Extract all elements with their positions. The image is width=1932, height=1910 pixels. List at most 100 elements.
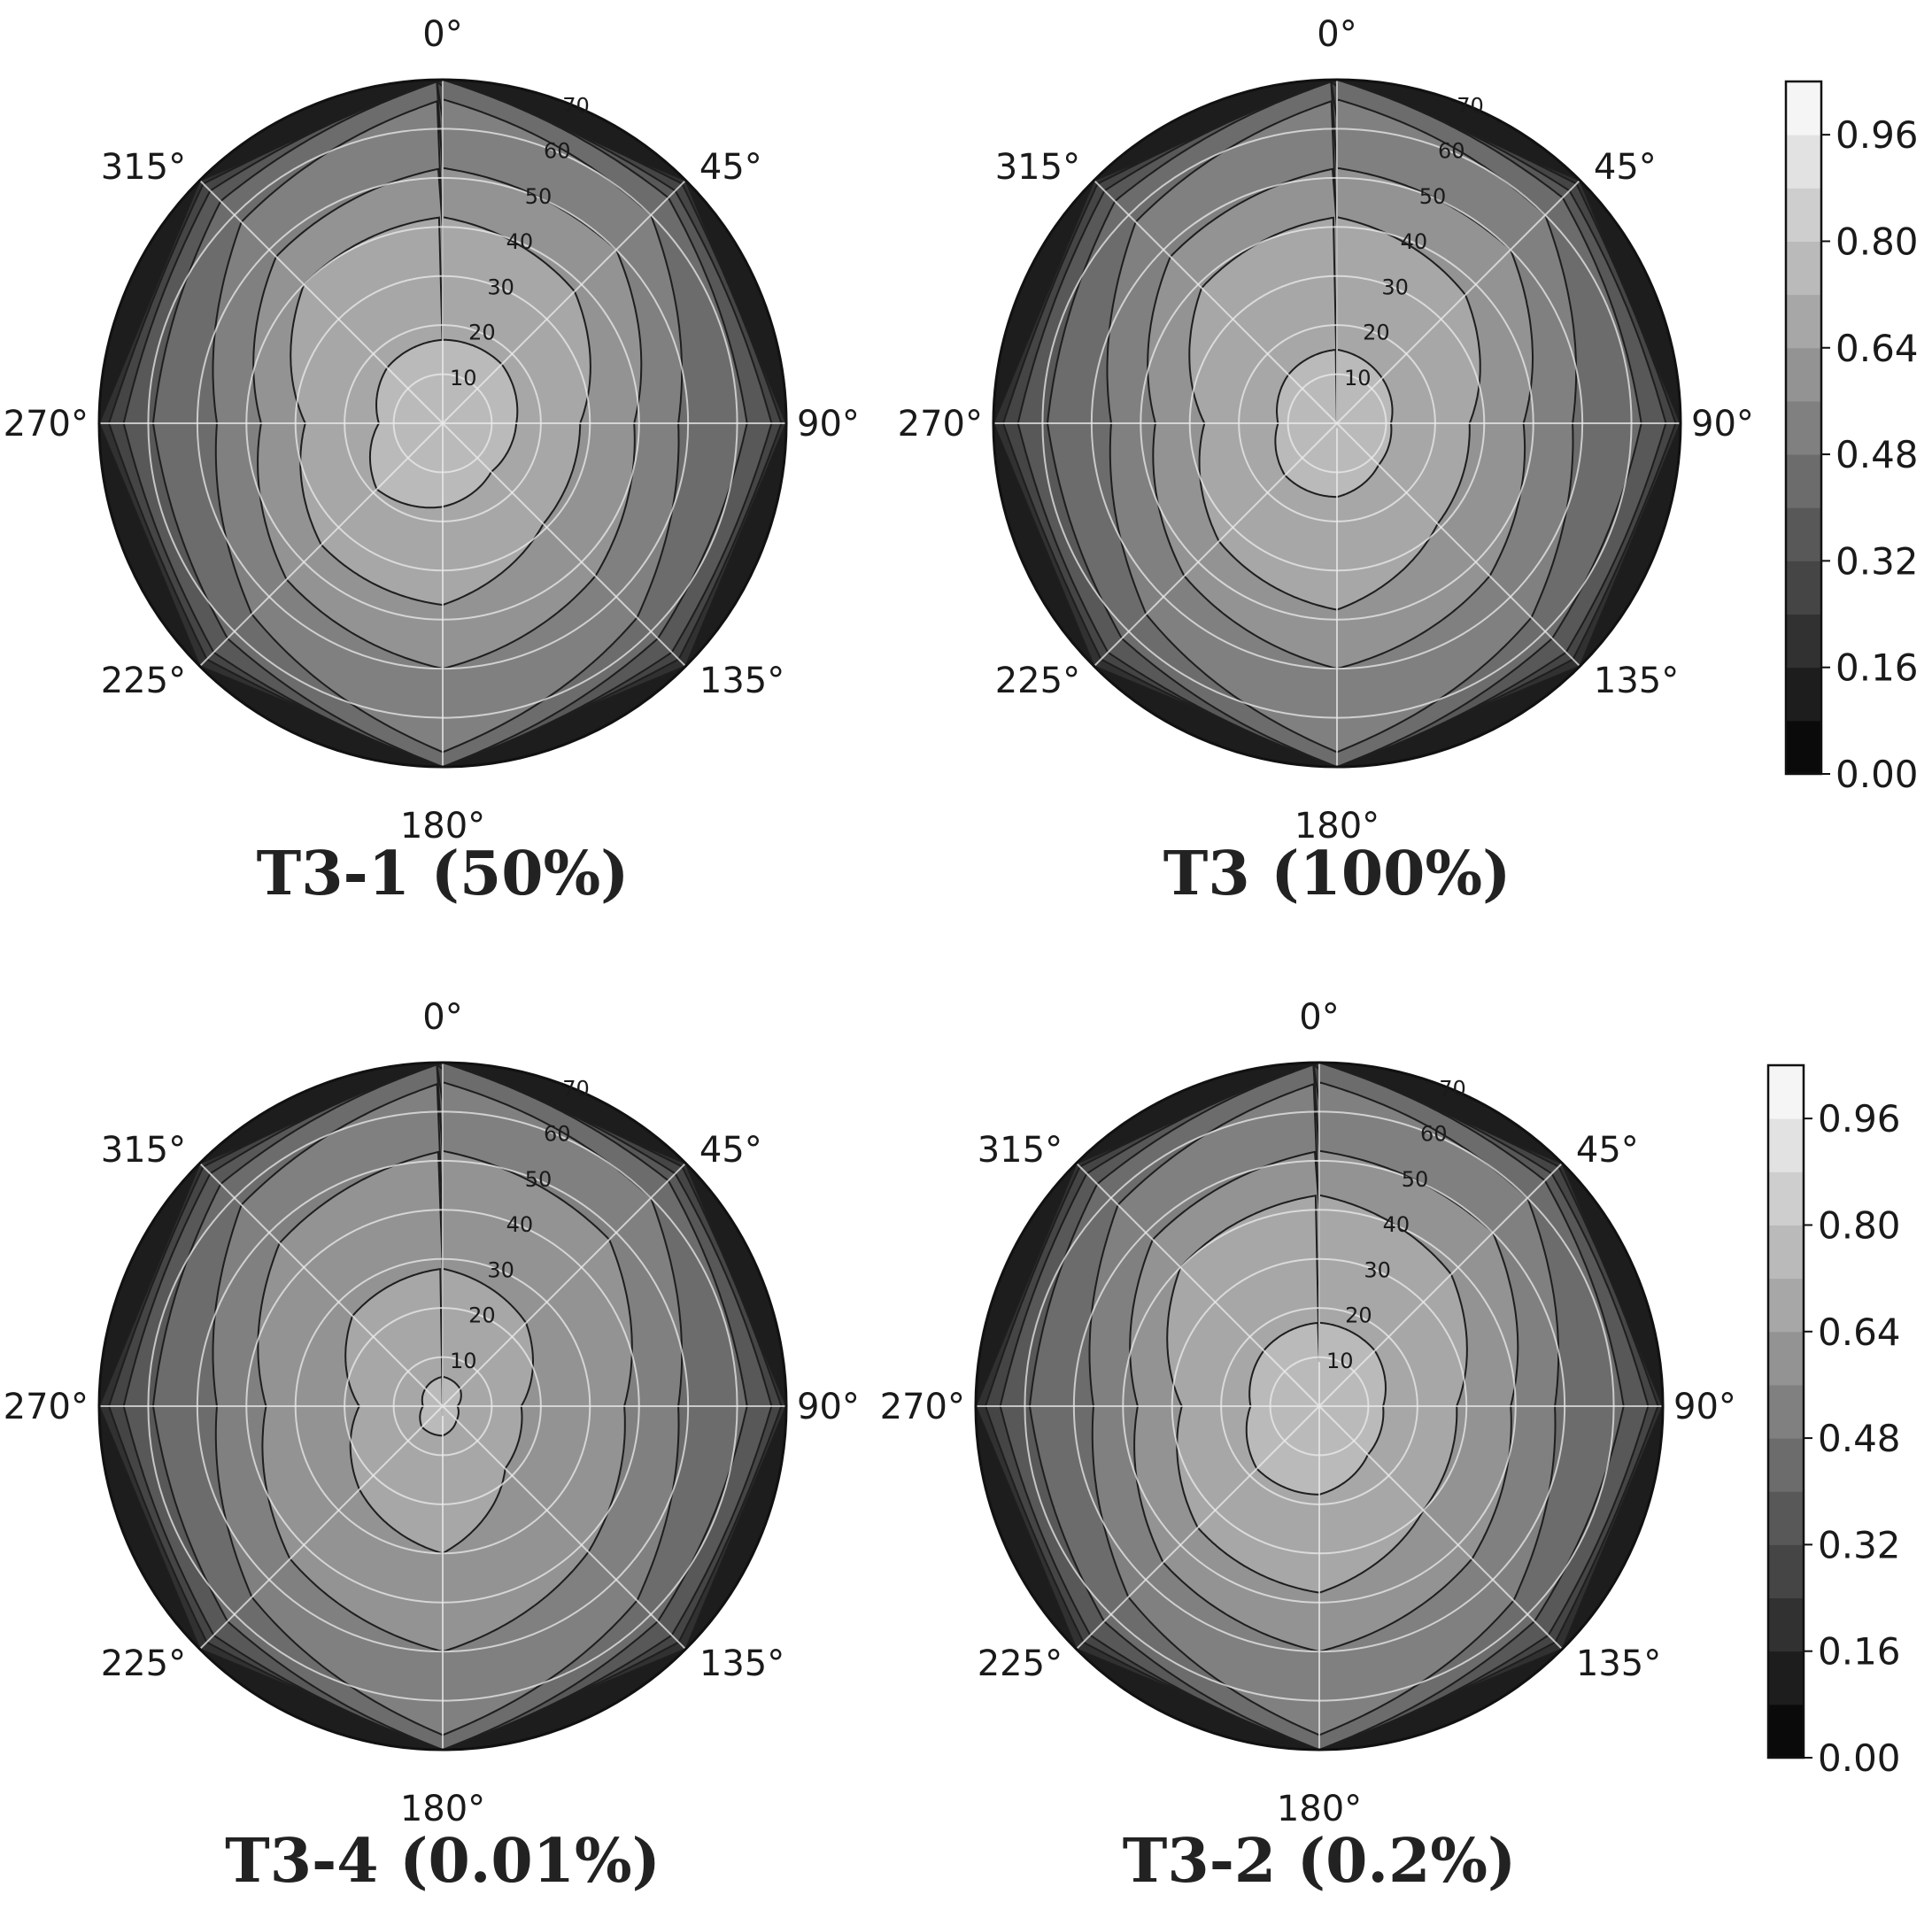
polar-grid: [976, 1063, 1663, 1750]
polar-panel: 10 20 30 40 50 60 70 0° 45° 90° 135° 180° 225° 270° 31…: [4, 997, 860, 1897]
radial-tick-label: 20: [1363, 321, 1390, 345]
colorbar-band: [1768, 1331, 1804, 1386]
angular-grid-line: [1336, 422, 1581, 668]
angle-label: 180°: [400, 1789, 485, 1829]
angle-label: 45°: [699, 1130, 762, 1171]
colorbar-band: [1786, 614, 1821, 669]
colorbar-tick-label: 0.32: [1835, 539, 1919, 583]
angle-label: 0°: [422, 14, 462, 55]
colorbar-tick-label: 0.64: [1818, 1311, 1901, 1354]
colorbar-tick-label: 0.96: [1835, 113, 1919, 157]
radial-tick-label: 10: [450, 1349, 477, 1373]
radial-tick-label: 60: [1420, 1122, 1448, 1147]
angle-label: 135°: [1594, 661, 1679, 701]
angular-grid-line: [1075, 1162, 1320, 1407]
colorbar-band: [1768, 1065, 1804, 1119]
colorbar-band: [1786, 241, 1821, 296]
colorbar-tick-label: 0.00: [1835, 753, 1919, 796]
colorbar-frame: [1784, 80, 1823, 776]
colorbar-band: [1768, 1651, 1804, 1705]
angle-label: 315°: [978, 1130, 1063, 1171]
angular-grid-line: [442, 1162, 687, 1407]
colorbar-tick-label: 0.00: [1818, 1736, 1901, 1780]
angle-label: 225°: [978, 1643, 1063, 1684]
angle-label: 180°: [1294, 806, 1379, 847]
panel-title: T3 (100%): [1163, 839, 1511, 909]
radial-tick-label: 70: [562, 1077, 590, 1102]
radial-tick-label: 40: [1383, 1212, 1410, 1237]
radial-tick-label: 30: [487, 275, 514, 299]
colorbar-band: [1786, 135, 1821, 189]
polar-grid: [993, 80, 1681, 767]
colorbar-tick-label: 0.80: [1818, 1203, 1901, 1247]
radial-tick-label: 60: [544, 139, 571, 164]
colorbar-tick-label: 0.48: [1818, 1417, 1901, 1460]
radial-tick-label: 70: [562, 94, 590, 119]
colorbar-band: [1786, 561, 1821, 615]
angle-label: 0°: [422, 997, 462, 1038]
angle-label: 270°: [4, 404, 89, 445]
radial-tick-label: 50: [1402, 1167, 1429, 1192]
polar-panel: 10 20 30 40 50 60 70 0° 45° 90° 135° 180° 225° 270° 31…: [880, 997, 1736, 1897]
angular-grid-line: [442, 1405, 687, 1651]
colorbar-band: [1786, 507, 1821, 561]
colorbar-band: [1768, 1704, 1804, 1759]
colorbar-tick-label: 0.48: [1835, 433, 1919, 476]
colorbar-band: [1768, 1491, 1804, 1545]
polar-frame: [992, 78, 1682, 769]
colorbar-band: [1786, 188, 1821, 242]
colorbar-band: [1768, 1544, 1804, 1599]
radial-tick-label: 10: [1326, 1349, 1354, 1373]
radial-tick-label: 10: [450, 366, 477, 391]
angular-grid-line: [198, 1162, 444, 1407]
angular-grid-line: [1093, 179, 1338, 424]
polar-grid: [99, 80, 786, 767]
colorbar-band: [1786, 667, 1821, 722]
angular-grid-line: [1318, 1405, 1564, 1651]
angular-grid-line: [442, 422, 687, 668]
angle-label: 315°: [101, 1130, 186, 1171]
angle-label: 180°: [400, 806, 485, 847]
polar-frame: [97, 1061, 788, 1751]
colorbar-band: [1768, 1172, 1804, 1226]
angular-grid-line: [1318, 1162, 1564, 1407]
angular-grid-line: [1093, 422, 1338, 668]
panel-title: T3-2 (0.2%): [1123, 1826, 1516, 1897]
radial-tick-label: 40: [506, 229, 534, 254]
angle-label: 45°: [699, 147, 762, 188]
colorbar-band: [1786, 720, 1821, 775]
colorbar-tick-label: 0.64: [1835, 327, 1919, 370]
radial-tick-label: 30: [1381, 275, 1409, 299]
colorbar-band: [1768, 1118, 1804, 1172]
angular-grid-line: [1075, 1405, 1320, 1651]
angle-label: 135°: [699, 661, 784, 701]
radial-tick-label: 50: [525, 184, 553, 209]
colorbar-frame: [1766, 1063, 1805, 1759]
colorbar-band: [1786, 294, 1821, 349]
angle-label: 135°: [699, 1643, 784, 1684]
polar-panel: 10 20 30 40 50 60 70 0° 45° 90° 135° 180° 225° 270° 31…: [898, 14, 1754, 909]
angular-grid-line: [198, 1405, 444, 1651]
angle-label: 90°: [1691, 404, 1754, 445]
radial-tick-label: 60: [544, 1122, 571, 1147]
radial-tick-label: 60: [1438, 139, 1465, 164]
colorbar: 0.96 0.80 0.64 0.48 0.32 0.16 0.00: [1784, 80, 1919, 796]
radial-tick-label: 40: [1401, 229, 1428, 254]
angle-label: 315°: [995, 147, 1080, 188]
radial-tick-label: 10: [1344, 366, 1372, 391]
angle-label: 270°: [4, 1387, 89, 1427]
angle-label: 135°: [1576, 1643, 1661, 1684]
angular-grid-line: [198, 422, 444, 668]
angle-label: 225°: [101, 661, 186, 701]
angle-label: 45°: [1576, 1130, 1639, 1171]
radial-tick-label: 40: [506, 1212, 534, 1237]
angle-label: 270°: [880, 1387, 965, 1427]
colorbar-band: [1786, 454, 1821, 508]
angular-grid-line: [442, 179, 687, 424]
angle-label: 270°: [898, 404, 983, 445]
angular-grid-line: [1336, 179, 1581, 424]
polar-frame: [974, 1061, 1665, 1751]
angle-label: 90°: [797, 404, 860, 445]
panel-title: T3-4 (0.01%): [225, 1826, 661, 1897]
radial-tick-label: 50: [1419, 184, 1447, 209]
